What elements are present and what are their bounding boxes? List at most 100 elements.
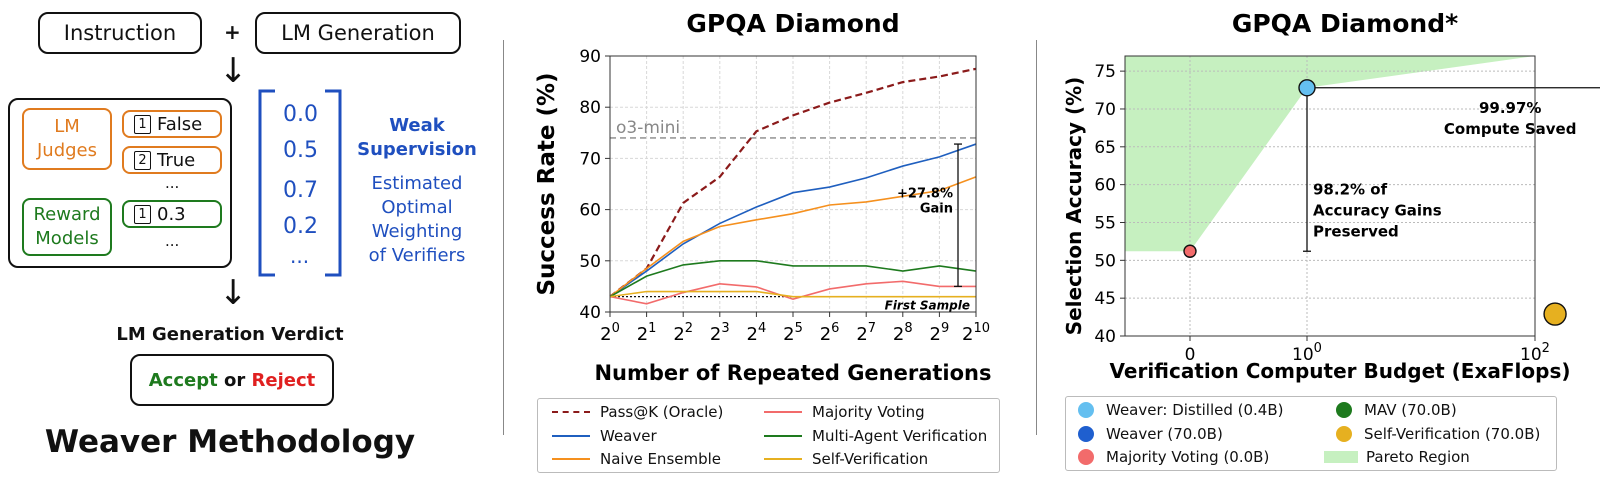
legend-label: Majority Voting (0.0B) bbox=[1106, 448, 1270, 466]
chart-title: GPQA Diamond bbox=[686, 9, 899, 38]
compute-saved-annotation: 99.97% bbox=[1479, 99, 1541, 117]
legend-swatch bbox=[1078, 449, 1094, 465]
gpqa-scatter-chart: GPQA Diamond* 99.97% Compute Saved 98.2% of… bbox=[1062, 9, 1600, 383]
y-tick-label: 50 bbox=[1094, 251, 1116, 271]
legend-scatter-chart: Weaver: Distilled (0.4B) MAV (70.0B) Wea… bbox=[1065, 396, 1557, 471]
legend-label: Multi-Agent Verification bbox=[812, 427, 988, 445]
x-tick-label: 22 bbox=[673, 321, 693, 345]
plot-frame bbox=[1124, 55, 1536, 337]
legend-item-mav: Multi-Agent Verification bbox=[764, 427, 987, 445]
y-tick-label: 40 bbox=[1094, 327, 1116, 347]
accept-label: Accept bbox=[148, 369, 218, 391]
legend-swatch bbox=[1078, 426, 1094, 442]
scatter-point-majority-voting-0-0b- bbox=[1183, 244, 1197, 258]
x-tick-label: 28 bbox=[893, 321, 913, 345]
x-tick-label: 100 bbox=[1292, 341, 1322, 365]
scatter-point-weaver-distilled-0-4b- bbox=[1298, 79, 1316, 97]
y-tick-label: 80 bbox=[579, 98, 601, 118]
rm-ellipsis: ... bbox=[165, 232, 180, 250]
lm-judges-label: LM Judges bbox=[36, 116, 98, 161]
gain-annotation: +27.8% bbox=[897, 186, 953, 201]
legend-label: MAV (70.0B) bbox=[1364, 401, 1457, 419]
legend-label: Weaver (70.0B) bbox=[1106, 425, 1223, 443]
accuracy-preserved-annotation: Accuracy Gains bbox=[1313, 202, 1442, 220]
instruction-label: Instruction bbox=[63, 21, 177, 45]
legend-item-pass-at-k: Pass@K (Oracle) bbox=[552, 403, 723, 421]
divider-right bbox=[1036, 40, 1037, 435]
y-axis-label: Selection Accuracy (%) bbox=[1062, 77, 1086, 336]
legend-swatch bbox=[552, 411, 590, 413]
legend-swatch bbox=[1324, 451, 1358, 463]
series-line-self-verification bbox=[609, 290, 976, 298]
accuracy-preserved-annotation: Preserved bbox=[1313, 223, 1399, 241]
down-arrow-icon: ↓ bbox=[219, 51, 248, 91]
weight-ellipsis: ... bbox=[290, 244, 310, 268]
reward-models-label: Reward Models bbox=[33, 204, 101, 249]
down-arrow-icon-2: ↓ bbox=[219, 273, 248, 313]
rm-item-1: 1 0.3 bbox=[122, 200, 222, 228]
judges-ellipsis: ... bbox=[165, 174, 180, 192]
verdict-title: LM Generation Verdict bbox=[116, 324, 344, 345]
rm-item-1-num: 1 bbox=[134, 204, 151, 224]
lm-judges-box: LM Judges bbox=[22, 108, 112, 170]
reject-label: Reject bbox=[251, 369, 316, 391]
or-label: or bbox=[217, 369, 252, 391]
judge-item-2-text: True bbox=[157, 149, 196, 171]
x-tick-label: 25 bbox=[783, 321, 803, 345]
gain-annotation: Gain bbox=[920, 201, 953, 216]
series-line-naive-ensemble bbox=[609, 176, 977, 298]
y-tick-label: 50 bbox=[579, 252, 601, 272]
y-tick-label: 75 bbox=[1094, 62, 1116, 82]
rm-item-1-text: 0.3 bbox=[157, 203, 186, 225]
legend-swatch bbox=[1078, 402, 1094, 418]
series-line-majority-voting bbox=[609, 280, 976, 305]
legend-label: Self-Verification bbox=[812, 450, 929, 468]
x-tick-label: 24 bbox=[747, 321, 767, 345]
y-tick-label: 70 bbox=[579, 149, 601, 169]
y-tick-label: 65 bbox=[1094, 138, 1116, 158]
judge-item-1-text: False bbox=[157, 113, 203, 135]
legend-label: Naive Ensemble bbox=[600, 450, 722, 468]
legend-swatch bbox=[1336, 426, 1352, 442]
plus-sign: + bbox=[224, 20, 241, 44]
legend-swatch bbox=[552, 435, 590, 437]
weak-supervision-label: Weak Supervision bbox=[357, 115, 477, 160]
y-tick-label: 60 bbox=[579, 201, 601, 221]
lm-generation-box: LM Generation bbox=[255, 12, 461, 54]
series-line-multi-agent-verification bbox=[609, 259, 977, 298]
legend-swatch bbox=[764, 411, 802, 413]
judge-item-1: 1 False bbox=[122, 110, 222, 138]
methodology-title: Weaver Methodology bbox=[44, 424, 416, 460]
judge-item-2: 2 True bbox=[122, 146, 222, 174]
legend-label: Weaver: Distilled (0.4B) bbox=[1106, 401, 1284, 419]
y-tick-label: 70 bbox=[1094, 100, 1116, 120]
reward-models-box: Reward Models bbox=[22, 198, 112, 256]
scatter-point-self-verification-70-0b- bbox=[1543, 302, 1567, 326]
chart-title: GPQA Diamond* bbox=[1232, 9, 1458, 38]
legend-swatch bbox=[552, 458, 590, 460]
judge-item-2-num: 2 bbox=[134, 150, 151, 170]
y-tick-label: 60 bbox=[1094, 176, 1116, 196]
x-tick-label: 21 bbox=[637, 321, 657, 345]
legend-label: Pass@K (Oracle) bbox=[600, 403, 724, 421]
legend-line-chart: Pass@K (Oracle) Majority Voting Weaver M… bbox=[537, 398, 1000, 473]
x-tick-label: 23 bbox=[710, 321, 730, 345]
divider-left bbox=[503, 40, 504, 435]
series-line-weaver bbox=[609, 143, 977, 298]
y-tick-label: 55 bbox=[1094, 213, 1116, 233]
legend-item-weaver-70b: Weaver (70.0B) bbox=[1078, 425, 1223, 443]
legend-item-majority-voting: Majority Voting bbox=[764, 403, 925, 421]
series-line-pass-k-oracle- bbox=[609, 67, 977, 298]
legend-item-naive-ensemble: Naive Ensemble bbox=[552, 450, 721, 468]
accuracy-preserved-annotation: 98.2% of bbox=[1313, 181, 1388, 199]
legend-item-pareto-region: Pareto Region bbox=[1324, 448, 1470, 466]
legend-item-majority-voting: Majority Voting (0.0B) bbox=[1078, 448, 1269, 466]
instruction-box: Instruction bbox=[38, 12, 202, 54]
legend-item-self-verification: Self-Verification bbox=[764, 450, 928, 468]
legend-item-mav: MAV (70.0B) bbox=[1336, 401, 1457, 419]
weight-0: 0.0 bbox=[283, 102, 318, 127]
x-tick-label: 27 bbox=[856, 321, 876, 345]
legend-item-weaver-distilled: Weaver: Distilled (0.4B) bbox=[1078, 401, 1284, 419]
weight-2: 0.7 bbox=[283, 178, 318, 203]
legend-swatch bbox=[1336, 402, 1352, 418]
